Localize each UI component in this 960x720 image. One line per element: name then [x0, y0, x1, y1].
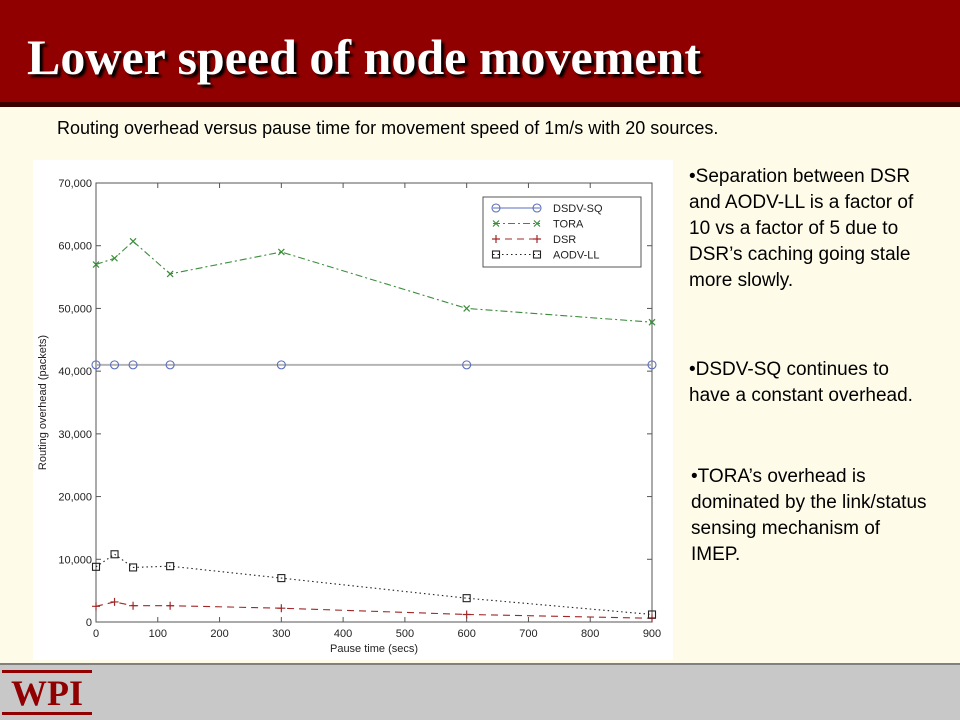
bullet-separation: •Separation between DSR and AODV-LL is a… [689, 166, 914, 291]
y-tick-label: 60,000 [58, 241, 92, 253]
data-point-dsr [277, 604, 286, 613]
y-tick-label: 40,000 [58, 366, 92, 378]
legend-marker-aodv-ll [532, 250, 542, 259]
bullet-tora-imep: •TORA’s overhead is dominated by the lin… [691, 466, 927, 565]
data-point-tora [111, 254, 118, 262]
y-tick-label: 10,000 [58, 554, 92, 566]
data-point-aodv-ll [647, 610, 657, 619]
data-point-dsr [110, 597, 119, 606]
data-point-aodv-ll [462, 594, 471, 603]
y-tick-label: 20,000 [58, 492, 92, 504]
data-point-tora [277, 248, 285, 256]
chart-caption: Routing overhead versus pause time for m… [57, 118, 719, 138]
legend-box [482, 196, 642, 268]
legend-marker-dsdv-sq [532, 203, 542, 213]
y-tick-label: 0 [86, 617, 92, 629]
data-point-dsr [129, 601, 138, 610]
x-tick-label: 900 [643, 628, 661, 640]
x-tick-label: 600 [457, 628, 475, 640]
wpi-logo-text: WPI [11, 673, 83, 713]
legend-label-dsr: DSR [553, 234, 576, 246]
slide-title: Lower speed of node movement [27, 29, 701, 85]
data-point-tora [166, 270, 174, 278]
footer-bar [0, 663, 960, 720]
data-point-dsdv-sq [91, 360, 101, 370]
x-tick-label: 100 [149, 628, 167, 640]
x-tick-label: 500 [396, 628, 414, 640]
x-tick-label: 300 [272, 628, 290, 640]
x-tick-label: 800 [581, 628, 599, 640]
legend-marker-dsr [492, 235, 500, 243]
bullet-dsdv-constant: •DSDV-SQ continues to have a constant ov… [689, 359, 913, 406]
data-point-tora [129, 237, 137, 245]
data-point-dsdv-sq [462, 360, 472, 370]
x-tick-label: 200 [210, 628, 228, 640]
footer-divider [0, 663, 960, 665]
data-point-dsdv-sq [165, 360, 175, 370]
data-point-dsdv-sq [647, 360, 657, 370]
data-point-dsdv-sq [276, 360, 286, 370]
x-tick-label: 400 [334, 628, 352, 640]
x-tick-label: 700 [519, 628, 537, 640]
title-bar [0, 0, 960, 102]
x-axis-title: Pause time (secs) [330, 643, 418, 655]
legend-marker-aodv-ll [491, 250, 501, 259]
legend-marker-dsdv-sq [491, 203, 501, 213]
data-point-dsr [92, 602, 100, 611]
y-tick-label: 30,000 [58, 429, 92, 441]
series-line-aodv-ll [95, 553, 653, 616]
series-line-dsr [95, 601, 653, 619]
legend-label-dsdv-sq: DSDV-SQ [553, 203, 603, 215]
legend-marker-dsr [533, 235, 541, 243]
y-tick-label: 70,000 [58, 178, 92, 190]
routing-overhead-chart: 0 100 200 300 400 500 600 700 800 900 0 10,000 20,00… [37, 178, 661, 655]
data-point-aodv-ll [166, 562, 175, 571]
data-point-dsdv-sq [128, 360, 138, 370]
legend-label-aodv-ll: AODV-LL [553, 250, 599, 262]
data-point-aodv-ll [110, 550, 119, 559]
title-bar-shadow [0, 102, 960, 107]
data-point-tora [92, 261, 100, 268]
wpi-logo: WPI [2, 670, 92, 715]
x-tick-label: 0 [93, 628, 99, 640]
data-point-aodv-ll [277, 574, 286, 583]
legend-marker-tora [492, 220, 500, 227]
chart-panel: 0 100 200 300 400 500 600 700 800 900 0 10,000 20,00… [33, 160, 673, 660]
data-point-tora [648, 318, 656, 326]
data-point-aodv-ll [129, 563, 138, 572]
legend-marker-tora [533, 220, 541, 227]
data-point-tora [463, 305, 471, 312]
data-point-aodv-ll [91, 562, 101, 571]
plot-frame [95, 182, 653, 623]
data-point-dsr [166, 601, 175, 610]
data-point-dsdv-sq [109, 360, 120, 370]
y-axis-title: Routing overhead (packets) [37, 335, 49, 470]
y-tick-label: 50,000 [58, 303, 92, 315]
data-point-dsr [462, 610, 471, 619]
legend-label-tora: TORA [553, 219, 584, 231]
